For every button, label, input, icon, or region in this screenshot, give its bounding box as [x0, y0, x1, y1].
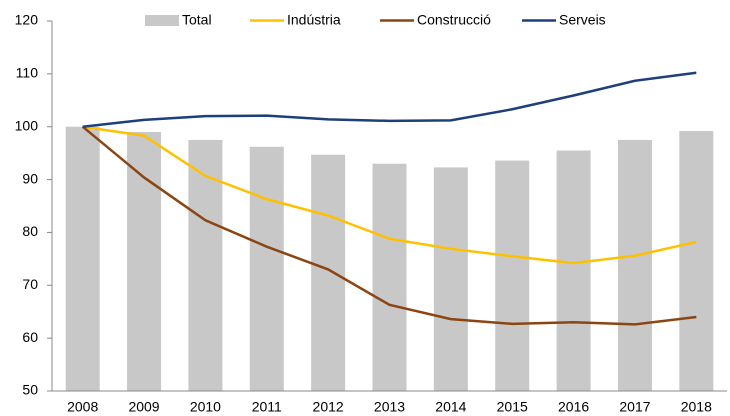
legend-label: Serveis: [559, 12, 606, 28]
x-tick-label: 2018: [681, 399, 712, 415]
bar: [433, 167, 468, 391]
legend-label: Total: [182, 12, 212, 28]
y-tick-label: 120: [15, 12, 39, 28]
line: [82, 71, 697, 128]
line: [82, 125, 697, 265]
x-tick-label: 2014: [435, 399, 466, 415]
bar: [372, 163, 407, 391]
x-tick-label: 2010: [190, 399, 221, 415]
y-tick-label: 100: [15, 117, 39, 133]
legend-swatch: [145, 15, 179, 26]
bar: [556, 150, 591, 391]
legend-label: Construcció: [417, 12, 491, 28]
x-tick-label: 2011: [252, 399, 282, 415]
x-tick-label: 2015: [497, 399, 528, 415]
x-tick-label: 2012: [313, 399, 344, 415]
x-tick-label: 2013: [374, 399, 405, 415]
y-tick-label: 110: [16, 65, 39, 81]
bar: [65, 126, 100, 391]
bar: [188, 139, 223, 391]
x-tick-label: 2008: [67, 399, 98, 415]
bar: [679, 130, 714, 391]
y-tick-label: 50: [22, 382, 38, 398]
bar: [249, 146, 284, 391]
x-tick-label: 2017: [619, 399, 650, 415]
bar: [311, 154, 346, 391]
x-tick-label: 2009: [128, 399, 159, 415]
legend-label: Indústria: [287, 12, 341, 28]
y-tick-label: 80: [22, 223, 38, 239]
y-tick-label: 70: [22, 276, 38, 292]
line: [81, 125, 697, 326]
y-tick-label: 90: [22, 170, 38, 186]
y-tick-label: 60: [22, 329, 38, 345]
bar: [617, 139, 652, 391]
x-tick-label: 2016: [558, 399, 589, 415]
bar: [495, 160, 530, 391]
bar: [127, 132, 162, 391]
